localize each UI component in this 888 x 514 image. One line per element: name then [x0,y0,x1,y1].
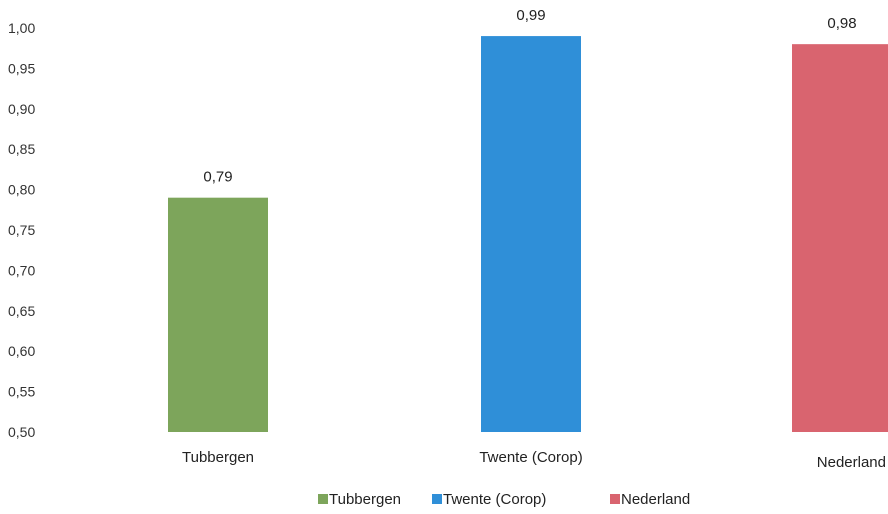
bars-group: 0,79 Tubbergen 0,99 Twente (Corop) 0,98 Neder… [168,7,888,471]
legend-label: Twente (Corop) [443,491,546,508]
data-label: 0,98 [827,15,856,32]
y-tick-label: 0,80 [8,182,35,198]
y-axis-ticks: 0,50 0,55 0,60 0,65 0,70 0,75 0,80 0,85 0,90 0,95… [8,20,35,440]
category-label: Nederland [817,454,886,471]
legend-swatch [610,494,620,504]
y-tick-label: 0,60 [8,343,35,359]
data-label: 0,79 [203,169,232,186]
bar-1 [168,197,268,432]
category-label: Tubbergen [182,449,254,466]
y-tick-label: 0,95 [8,60,35,76]
y-tick-label: 0,75 [8,222,35,238]
y-tick-label: 0,70 [8,262,35,278]
legend-swatch [432,494,442,504]
y-tick-label: 0,50 [8,424,35,440]
bar-2 [481,36,581,433]
category-label: Twente (Corop) [479,449,582,466]
y-tick-label: 0,55 [8,384,35,400]
y-tick-label: 0,85 [8,141,35,157]
legend: Tubbergen Twente (Corop) Nederland [318,491,690,508]
y-tick-label: 0,65 [8,303,35,319]
bar-3 [792,44,888,432]
legend-swatch [318,494,328,504]
data-label: 0,99 [516,7,545,24]
legend-label: Nederland [621,491,690,508]
y-tick-label: 1,00 [8,20,35,36]
y-tick-label: 0,90 [8,101,35,117]
legend-label: Tubbergen [329,491,401,508]
